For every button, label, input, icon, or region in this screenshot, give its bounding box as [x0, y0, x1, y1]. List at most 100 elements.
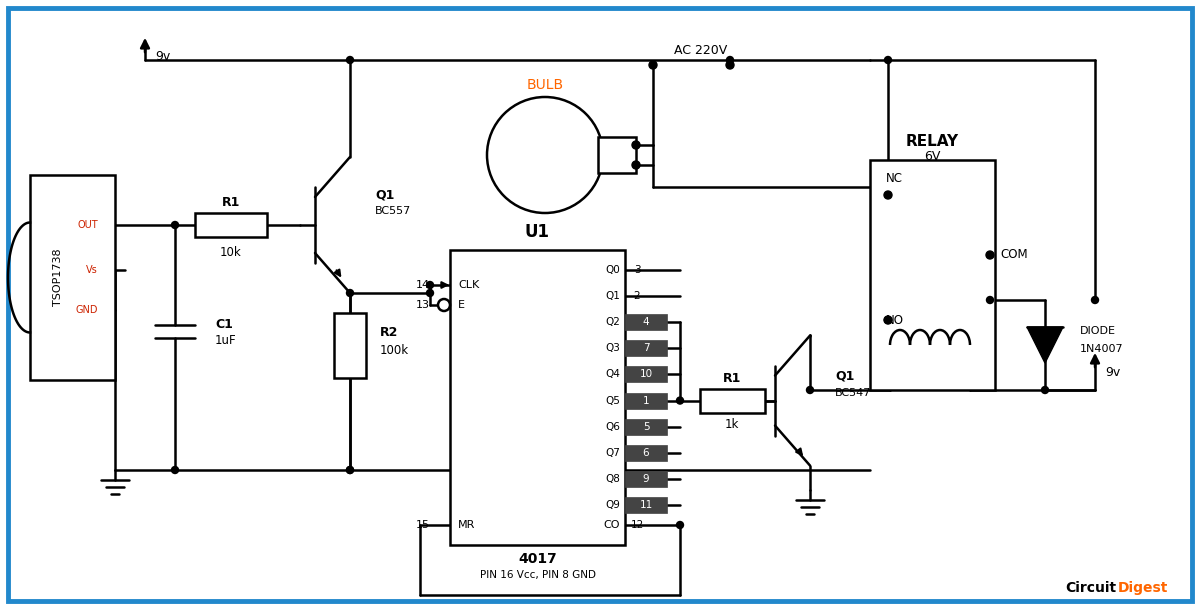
Text: Circuit: Circuit — [1066, 581, 1116, 595]
Text: 15: 15 — [416, 520, 430, 530]
Text: DIODE: DIODE — [1080, 326, 1116, 336]
Text: 6V: 6V — [924, 149, 941, 163]
Circle shape — [726, 61, 734, 69]
Circle shape — [347, 466, 354, 474]
Text: CLK: CLK — [458, 280, 479, 290]
Circle shape — [426, 281, 433, 289]
Text: 1: 1 — [643, 396, 649, 406]
Circle shape — [884, 191, 892, 199]
Circle shape — [632, 141, 640, 149]
Text: COM: COM — [1000, 248, 1027, 261]
Bar — [625, 367, 667, 382]
Text: 13: 13 — [416, 300, 430, 310]
Circle shape — [632, 161, 640, 169]
Text: 14: 14 — [416, 280, 430, 290]
Text: C1: C1 — [215, 319, 233, 331]
Text: 9: 9 — [643, 474, 649, 484]
Text: GND: GND — [76, 305, 98, 315]
Text: RELAY: RELAY — [906, 135, 959, 149]
Text: NC: NC — [886, 172, 904, 185]
Circle shape — [347, 57, 354, 63]
Circle shape — [172, 466, 179, 474]
Text: 4017: 4017 — [518, 552, 557, 566]
Circle shape — [986, 251, 994, 259]
Bar — [625, 497, 667, 513]
Bar — [870, 160, 995, 390]
Bar — [334, 313, 366, 378]
Circle shape — [1042, 387, 1049, 393]
Bar — [450, 250, 625, 545]
Circle shape — [726, 57, 733, 63]
Text: 100k: 100k — [380, 345, 409, 357]
Text: 5: 5 — [643, 421, 649, 432]
Text: PIN 16 Vcc, PIN 8 GND: PIN 16 Vcc, PIN 8 GND — [480, 570, 595, 580]
Circle shape — [986, 297, 994, 303]
Bar — [194, 213, 266, 237]
Text: E: E — [458, 300, 466, 310]
Text: 10: 10 — [640, 370, 653, 379]
Text: 9v: 9v — [155, 51, 170, 63]
Text: BC557: BC557 — [374, 206, 412, 216]
Text: R2: R2 — [380, 326, 398, 339]
Text: OUT: OUT — [77, 220, 98, 230]
Text: 9v: 9v — [1105, 365, 1121, 379]
Text: MR: MR — [458, 520, 475, 530]
Circle shape — [438, 299, 450, 311]
Text: 1N4007: 1N4007 — [1080, 344, 1123, 354]
Circle shape — [677, 521, 684, 529]
Text: TSOP1738: TSOP1738 — [53, 248, 64, 306]
Circle shape — [884, 316, 892, 324]
Bar — [598, 137, 636, 173]
Bar — [625, 340, 667, 356]
Text: 6: 6 — [643, 448, 649, 458]
Text: Q5: Q5 — [605, 396, 620, 406]
Text: BULB: BULB — [527, 78, 564, 92]
Text: Q3: Q3 — [605, 343, 620, 353]
Text: U1: U1 — [526, 223, 550, 241]
Text: Q1: Q1 — [835, 369, 854, 382]
Text: Q0: Q0 — [605, 265, 620, 275]
Text: Q4: Q4 — [605, 370, 620, 379]
Text: CO: CO — [604, 520, 620, 530]
Text: R1: R1 — [722, 372, 742, 385]
Text: Digest: Digest — [1118, 581, 1169, 595]
Text: 1uF: 1uF — [215, 334, 236, 347]
Text: Q6: Q6 — [605, 421, 620, 432]
Text: 7: 7 — [643, 343, 649, 353]
Bar — [30, 175, 115, 380]
Text: Q9: Q9 — [605, 500, 620, 510]
Text: 2: 2 — [634, 291, 641, 301]
Polygon shape — [1027, 327, 1063, 363]
Text: 1k: 1k — [725, 418, 739, 431]
Text: Q1: Q1 — [374, 189, 395, 202]
Circle shape — [677, 397, 684, 404]
Text: Vs: Vs — [86, 265, 98, 275]
Circle shape — [884, 57, 892, 63]
Text: 12: 12 — [630, 520, 643, 530]
Text: 10k: 10k — [220, 247, 242, 259]
Circle shape — [347, 289, 354, 297]
Circle shape — [649, 61, 658, 69]
Circle shape — [884, 317, 892, 323]
Circle shape — [1092, 297, 1098, 303]
Text: Q8: Q8 — [605, 474, 620, 484]
Text: R1: R1 — [222, 197, 240, 209]
Circle shape — [487, 97, 604, 213]
Circle shape — [426, 289, 433, 297]
Text: Q7: Q7 — [605, 448, 620, 458]
Text: 4: 4 — [643, 317, 649, 327]
Text: 11: 11 — [640, 500, 653, 510]
Bar — [625, 445, 667, 461]
Text: AC 220V: AC 220V — [674, 43, 727, 57]
Bar — [700, 389, 766, 412]
Text: BC547: BC547 — [835, 387, 871, 398]
Bar — [625, 393, 667, 409]
Text: NO: NO — [886, 314, 904, 326]
Text: Q1: Q1 — [605, 291, 620, 301]
Circle shape — [806, 387, 814, 393]
Text: Q2: Q2 — [605, 317, 620, 327]
Circle shape — [347, 466, 354, 474]
Bar — [625, 471, 667, 487]
Bar — [625, 314, 667, 330]
Circle shape — [172, 222, 179, 228]
